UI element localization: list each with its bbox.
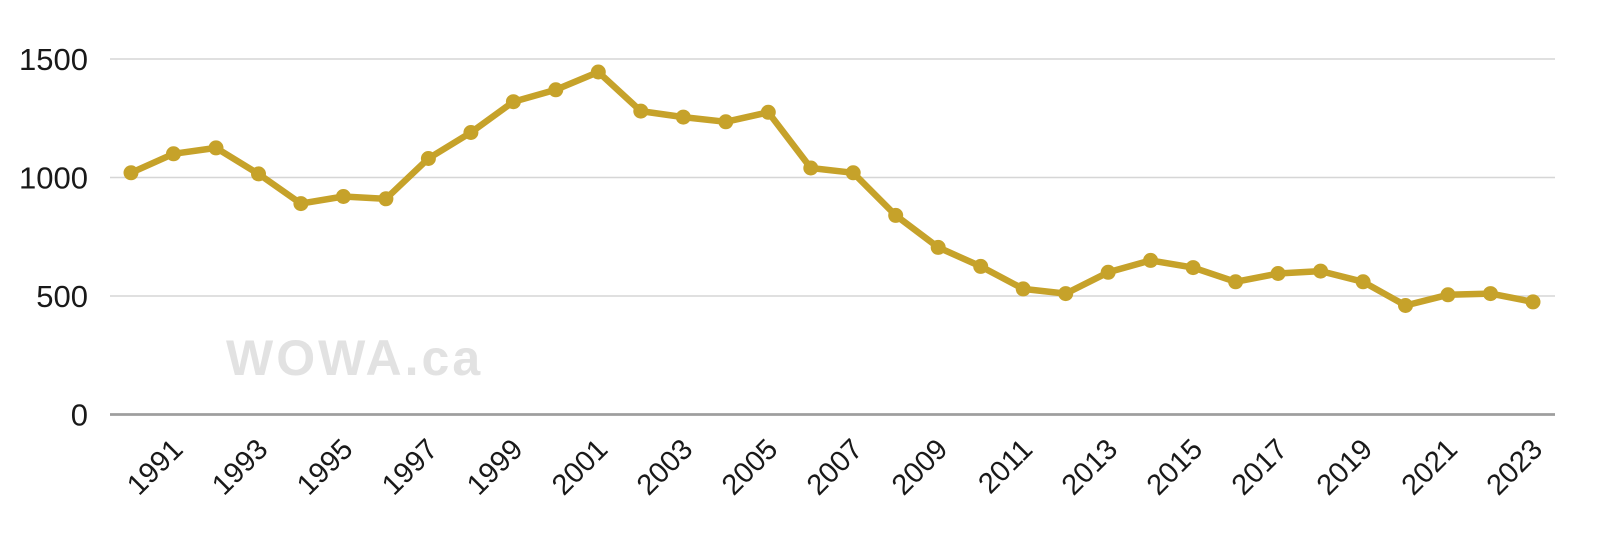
data-point [1440,287,1456,303]
x-tick-label: 1997 [376,433,444,501]
x-tick-label: 1999 [461,433,529,501]
x-tick-label: 2021 [1396,433,1464,501]
data-point [1143,252,1159,268]
data-point [590,64,606,80]
data-point [548,82,564,98]
x-tick-label: 2003 [631,433,699,501]
x-tick-label: 2005 [716,433,784,501]
data-point [1100,264,1116,280]
data-point [1058,286,1074,302]
y-tick-label: 1500 [19,42,88,77]
x-tick-label: 2007 [801,433,869,501]
data-point [1483,286,1498,302]
x-tick-label: 2001 [546,433,614,501]
data-point [845,165,861,181]
x-tick-label: 1995 [291,433,359,501]
data-point [930,239,946,255]
data-point [888,207,904,223]
x-tick-label: 2019 [1311,433,1379,501]
data-point [1355,274,1371,290]
data-point [463,125,479,140]
data-point [208,140,224,156]
x-tick-label: 1993 [206,433,274,501]
data-point [1185,260,1201,276]
data-point [1525,294,1541,310]
x-tick-label: 2013 [1056,433,1124,501]
y-tick-label: 0 [71,398,88,433]
x-tick-label: 2011 [972,433,1039,500]
data-point [633,103,649,119]
data-point [675,109,691,125]
data-line [127,68,1537,309]
x-tick-label: 2009 [886,433,954,501]
data-point [166,146,181,162]
y-tick-label: 500 [36,279,88,314]
data-point [1270,266,1286,281]
x-tick-label: 2015 [1141,433,1209,501]
data-point [1228,274,1244,290]
data-point [1313,263,1329,279]
x-tick-label: 2023 [1481,433,1549,501]
data-point [123,165,139,181]
y-tick-label: 1000 [19,161,88,196]
data-point [760,104,776,120]
data-point [1398,298,1413,313]
data-point [803,160,819,176]
x-tick-label: 1991 [121,433,189,501]
x-tick-label: 2017 [1226,433,1294,501]
data-point [378,191,394,207]
data-point [718,114,734,130]
data-point [335,189,351,204]
data-point [973,258,989,274]
data-point [420,151,436,166]
data-point [1015,281,1031,297]
data-point [293,196,309,212]
wowa-watermark: WOWA.ca [226,330,484,386]
data-point [505,94,521,110]
data-point [251,166,266,182]
